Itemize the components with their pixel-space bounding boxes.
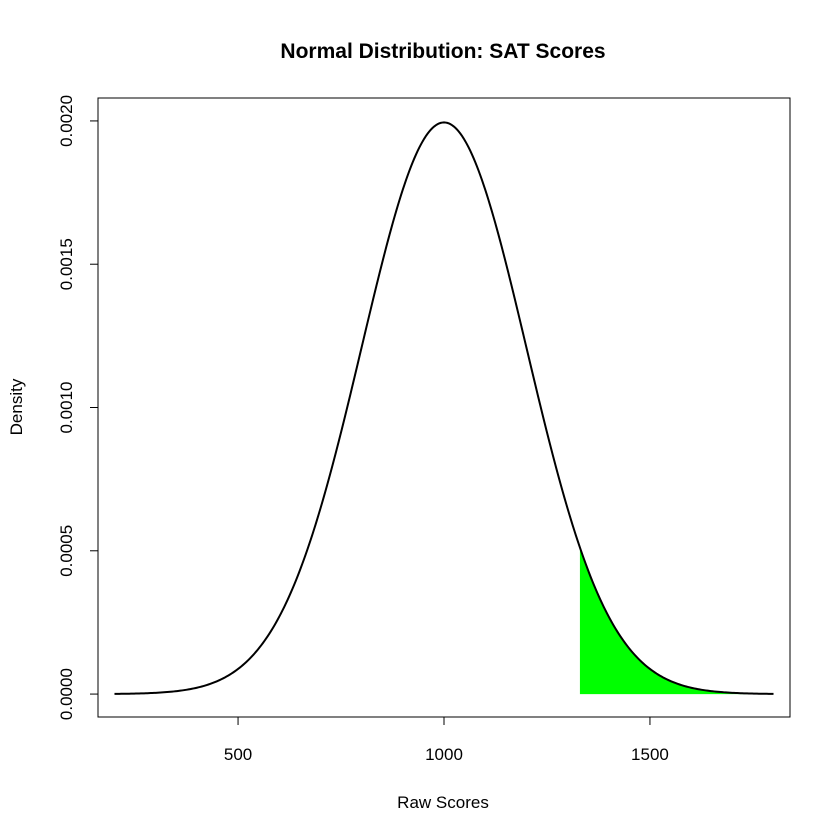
y-tick-label: 0.0015 bbox=[57, 238, 76, 290]
y-axis-label: Density bbox=[7, 378, 26, 435]
plot-area bbox=[97, 97, 791, 718]
plot-frame bbox=[97, 97, 791, 718]
x-tick-label: 1000 bbox=[425, 745, 463, 764]
x-tick-label: 1500 bbox=[631, 745, 669, 764]
y-tick-label: 0.0005 bbox=[57, 525, 76, 577]
chart-title: Normal Distribution: SAT Scores bbox=[280, 40, 605, 63]
x-axis: 500 1000 1500 bbox=[224, 716, 669, 764]
y-tick-label: 0.0000 bbox=[57, 668, 76, 720]
x-axis-label: Raw Scores bbox=[397, 793, 489, 812]
y-tick-label: 0.0020 bbox=[57, 95, 76, 147]
shaded-tail-area bbox=[579, 547, 774, 695]
y-axis: 0.0000 0.0005 0.0010 0.0015 0.0020 bbox=[57, 95, 99, 720]
y-tick-label: 0.0010 bbox=[57, 382, 76, 434]
x-tick-label: 500 bbox=[224, 745, 252, 764]
density-curve bbox=[114, 121, 774, 695]
